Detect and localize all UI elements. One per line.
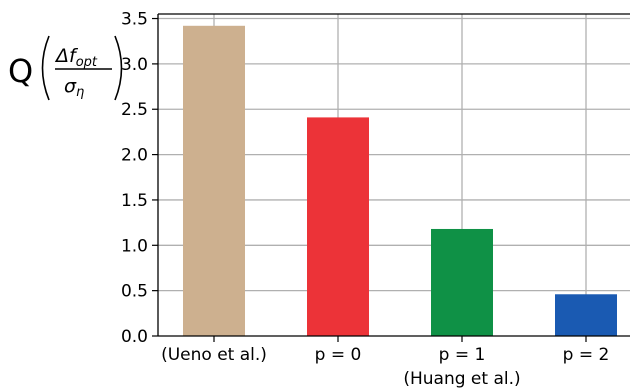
x-tick-sublabel: (Huang et al.) xyxy=(403,369,520,389)
left-paren xyxy=(41,35,50,101)
y-tick-label: 3.0 xyxy=(121,55,148,75)
y-tick-label: 0.0 xyxy=(121,327,148,347)
y-tick-label: 1.0 xyxy=(121,236,148,256)
x-tick-label: p = 0 xyxy=(315,345,362,365)
bar xyxy=(431,228,493,336)
y-tick-label: 1.5 xyxy=(121,191,148,211)
ylabel-numerator: Δf xyxy=(54,45,79,67)
x-tick-label: p = 2 xyxy=(563,345,610,365)
y-ticks: 0.0 0.5 1.0 1.5 2.0 2.5 3.0 3.5 xyxy=(121,10,158,347)
ylabel-denominator-group: ση xyxy=(64,75,84,100)
bars xyxy=(183,25,617,336)
bar xyxy=(183,25,245,336)
bar xyxy=(555,294,617,336)
y-tick-label: 3.5 xyxy=(121,10,148,30)
ylabel-denominator: σ xyxy=(64,75,77,97)
y-tick-label: 2.5 xyxy=(121,100,148,120)
bar xyxy=(307,117,369,336)
ylabel-numerator-sub: opt xyxy=(76,55,98,70)
y-tick-label: 0.5 xyxy=(121,282,148,302)
ylabel-numerator-group: Δfopt xyxy=(54,45,98,70)
ylabel-prefix: Q xyxy=(8,52,33,90)
y-axis-label: Q Δfopt ση xyxy=(8,35,123,101)
x-tick-label: (Ueno et al.) xyxy=(161,345,267,365)
y-tick-label: 2.0 xyxy=(121,146,148,166)
right-paren xyxy=(114,35,123,101)
x-tick-label: p = 1 xyxy=(439,345,486,365)
axes xyxy=(157,13,630,337)
ylabel-denominator-sub: η xyxy=(76,85,84,100)
x-ticks: (Ueno et al.) p = 0 p = 1 (Huang et al.) p =… xyxy=(161,336,609,389)
